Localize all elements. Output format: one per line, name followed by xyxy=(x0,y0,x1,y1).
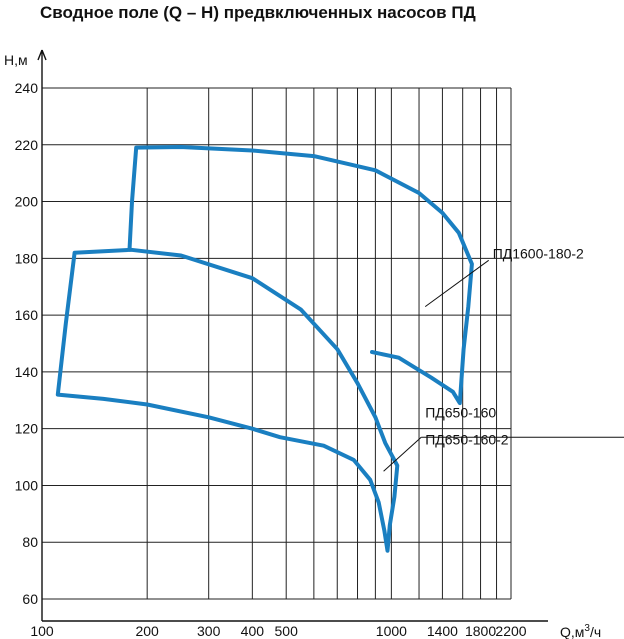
x-tick-label: 400 xyxy=(241,623,265,639)
annotation-leader-2 xyxy=(383,436,422,472)
annotation-leader-1 xyxy=(424,259,489,307)
y-axis-label: Н,м xyxy=(4,52,28,68)
y-tick-label: 120 xyxy=(15,421,39,437)
x-axis-label: Q,м3/ч xyxy=(560,623,601,639)
x-tick-label: 1800 xyxy=(465,623,496,639)
x-tick-labels: 100 200 300 400 500 1000 1400 1800 2200 xyxy=(30,623,526,639)
series-line-1 xyxy=(127,145,474,406)
x-tick-label: 1000 xyxy=(376,623,407,639)
annotation-label-2: ПД650-160 xyxy=(425,404,496,420)
annotation-label-3: ПД650-160-2 xyxy=(425,431,509,447)
y-tick-label: 220 xyxy=(15,137,39,153)
y-tick-label: 140 xyxy=(15,364,39,380)
x-tick-label: 1400 xyxy=(427,623,458,639)
annotations: ПД1600-180-2 ПД650-160 ПД650-160-2 xyxy=(383,245,624,472)
vertical-gridlines xyxy=(41,88,512,599)
y-tick-label: 100 xyxy=(15,477,39,493)
y-tick-label: 160 xyxy=(15,307,39,323)
x-tick-label: 2200 xyxy=(495,623,526,639)
axes xyxy=(37,49,548,622)
x-tick-label: 300 xyxy=(197,623,221,639)
series-line-2 xyxy=(55,247,400,553)
y-tick-label: 200 xyxy=(15,194,39,210)
pump-curves xyxy=(55,145,474,553)
y-tick-label: 240 xyxy=(15,80,39,96)
y-axis-arrow xyxy=(37,49,43,61)
y-tick-label: 180 xyxy=(15,250,39,266)
y-tick-labels: 60 80 100 120 140 160 180 200 220 240 xyxy=(15,80,39,607)
x-tick-label: 100 xyxy=(30,623,54,639)
x-tick-label: 200 xyxy=(135,623,159,639)
y-tick-label: 80 xyxy=(22,534,38,550)
annotation-label-1: ПД1600-180-2 xyxy=(493,245,584,261)
y-tick-label: 60 xyxy=(22,591,38,607)
y-axis-arrow xyxy=(41,49,47,61)
chart-title: Сводное поле (Q – H) предвключенных насо… xyxy=(40,3,476,22)
x-tick-label: 500 xyxy=(275,623,299,639)
horizontal-gridlines xyxy=(42,87,511,600)
